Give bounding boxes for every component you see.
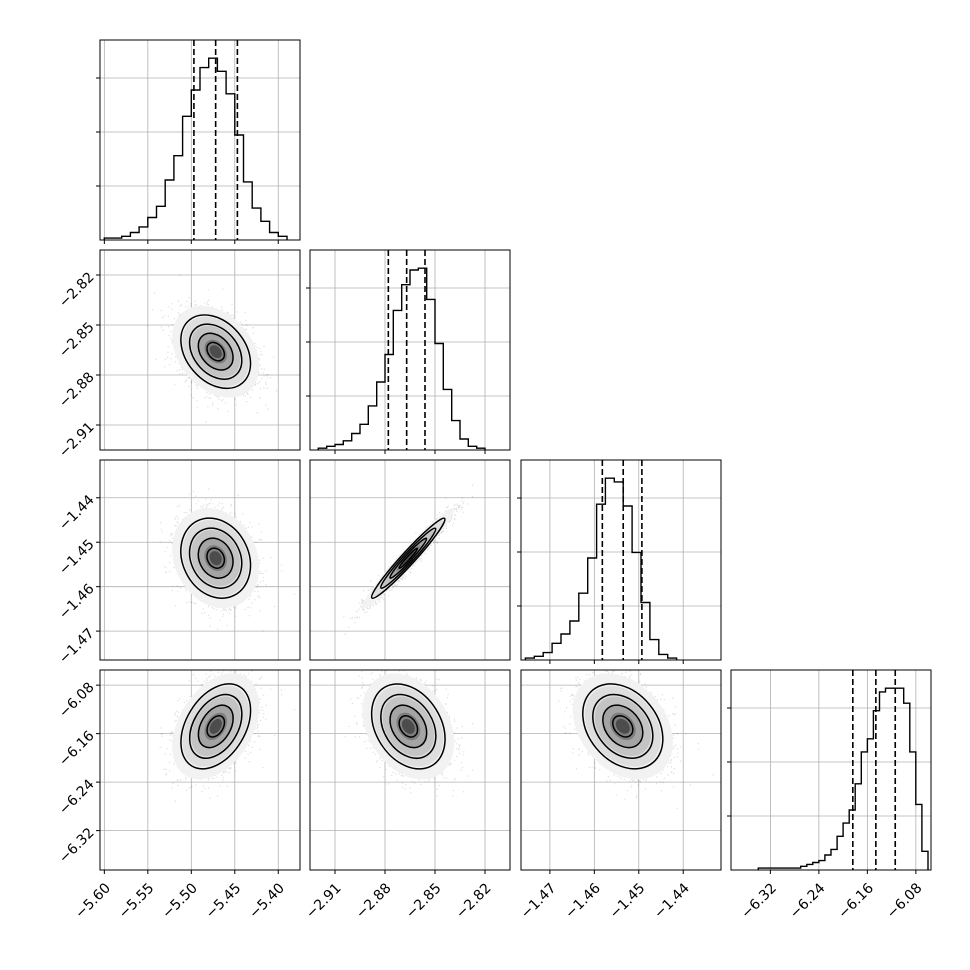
contour-line	[370, 683, 446, 770]
contour-line	[206, 547, 226, 569]
panel-frame	[99, 39, 301, 241]
x-tick-label: −6.08	[884, 880, 926, 922]
y-tick-label: −6.16	[56, 728, 98, 770]
density-fill	[209, 718, 222, 734]
x-tick-label: −5.55	[116, 880, 158, 922]
x-tick-label: −1.46	[562, 880, 604, 922]
contour-line	[197, 332, 234, 371]
x-tick-label: −5.40	[246, 880, 288, 922]
contour-line	[389, 704, 428, 749]
histogram-step	[317, 267, 486, 450]
contour-line	[188, 693, 243, 759]
scatter-panel-3-0	[96, 669, 301, 871]
contour-line	[602, 704, 644, 749]
contour-line	[398, 715, 419, 738]
hist-panel-3	[727, 669, 932, 871]
x-tick-label: −6.32	[738, 880, 780, 922]
x-tick-label: −1.45	[607, 880, 649, 922]
density-fill	[209, 345, 222, 359]
contour-line	[380, 527, 437, 589]
panel-frame	[730, 669, 932, 871]
x-tick-label: −2.88	[353, 880, 395, 922]
hist-panel-2	[517, 459, 722, 661]
panel-frame	[520, 669, 722, 871]
y-tick-label: −6.32	[56, 825, 98, 867]
x-tick-label: −2.82	[453, 880, 495, 922]
contour-line	[592, 693, 654, 759]
contour-line	[380, 693, 437, 759]
x-tick-label: −6.16	[835, 880, 877, 922]
hist-panel-0	[96, 39, 301, 241]
hist-panel-1	[306, 249, 511, 451]
scatter-panel-3-2	[520, 669, 722, 871]
x-tick-label: −2.91	[303, 880, 345, 922]
scatter-panel-2-0	[96, 459, 301, 661]
histogram-step	[524, 477, 678, 660]
scatter-panel-2-1	[309, 459, 511, 661]
y-tick-label: −1.47	[56, 625, 98, 667]
contour-line	[188, 323, 243, 380]
y-tick-label: −2.85	[56, 319, 98, 361]
panel-frame	[99, 459, 301, 661]
histogram-step	[103, 57, 288, 240]
panel-frame	[520, 459, 722, 661]
panel-frame	[99, 669, 301, 871]
contour-line	[206, 714, 226, 738]
density-fill	[615, 718, 630, 734]
panel-frame	[99, 249, 301, 451]
panel-frame	[309, 249, 511, 451]
contour-line	[398, 547, 419, 569]
x-tick-label: −6.24	[787, 880, 829, 922]
contour-line	[582, 683, 664, 770]
contour-line	[188, 527, 243, 589]
histogram-step	[757, 687, 929, 870]
contour-line	[180, 314, 252, 390]
panel-content	[100, 670, 300, 870]
y-tick-label: −6.24	[56, 776, 98, 818]
y-tick-label: −2.88	[56, 369, 98, 411]
x-tick-label: −5.60	[72, 880, 114, 922]
panel-content	[100, 250, 300, 450]
scatter-panel-3-1	[309, 669, 511, 871]
density-fill	[209, 551, 222, 566]
panel-frame	[309, 669, 511, 871]
x-tick-label: −5.50	[159, 880, 201, 922]
y-tick-label: −2.91	[56, 419, 98, 461]
y-tick-label: −1.44	[56, 492, 98, 534]
x-tick-label: −2.85	[403, 880, 445, 922]
y-tick-label: −1.46	[56, 581, 98, 623]
x-tick-label: −1.44	[651, 880, 693, 922]
contour-line	[197, 704, 234, 749]
contour-line	[370, 517, 446, 599]
scatter-panel-1-0	[96, 249, 301, 451]
contour-line	[180, 683, 252, 770]
y-tick-label: −6.08	[56, 680, 98, 722]
y-tick-label: −1.45	[56, 537, 98, 579]
panel-frame	[309, 459, 511, 661]
density-fill	[401, 551, 415, 566]
x-tick-label: −5.45	[203, 880, 245, 922]
contour-line	[612, 714, 634, 738]
panel-content	[521, 670, 721, 870]
panel-content	[310, 460, 510, 660]
density-fill	[401, 718, 415, 734]
contour-line	[206, 341, 226, 362]
x-tick-label: −1.47	[518, 880, 560, 922]
contour-line	[389, 537, 428, 579]
y-tick-label: −2.82	[56, 269, 98, 311]
contour-line	[180, 517, 252, 599]
panel-content	[100, 460, 300, 660]
panel-content	[310, 670, 510, 870]
contour-line	[197, 537, 234, 579]
